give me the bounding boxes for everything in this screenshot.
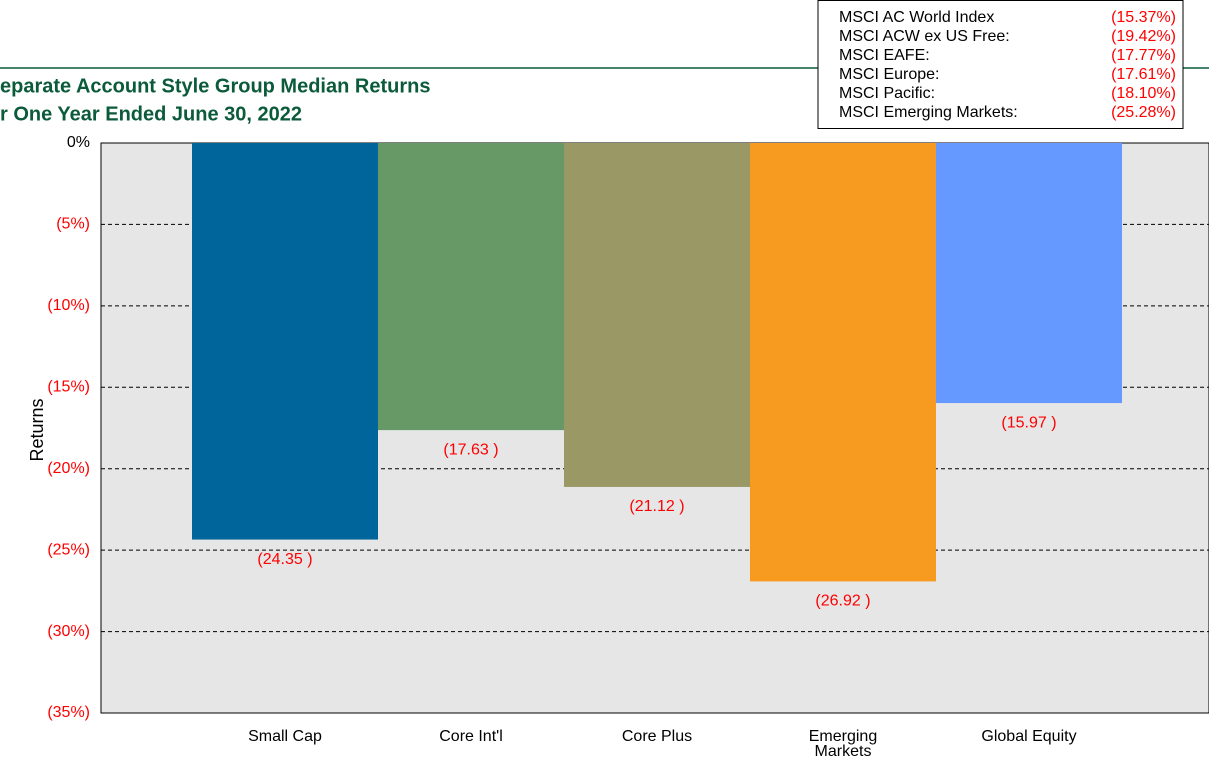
legend-name: MSCI ACW ex US Free: [839,28,1010,45]
y-tick-label: (25%) [47,541,90,558]
y-tick-label: (35%) [47,704,90,721]
legend-value: (17.61%) [1111,66,1176,83]
y-tick-label: 0% [67,134,90,151]
bar [936,143,1122,404]
bar [564,143,750,487]
x-tick-label: Emerging Markets [808,728,878,760]
x-tick-label: Global Equity [981,728,1077,745]
legend-name: MSCI EAFE: [839,47,930,64]
legend-value: (18.10%) [1111,85,1176,102]
legend-value: (15.37%) [1111,9,1176,26]
legend-name: MSCI Pacific: [839,85,935,102]
y-tick-label: (15%) [47,379,90,396]
legend-value: (19.42%) [1111,28,1176,45]
legend-value: (25.28%) [1111,104,1176,121]
value-label: (26.92 ) [815,593,870,610]
chart-subtitle: r One Year Ended June 30, 2022 [0,103,302,125]
legend-value: (17.77%) [1111,47,1176,64]
y-tick-label: (5%) [56,216,90,233]
y-axis-label: Returns [27,398,47,461]
y-tick-label: (10%) [47,297,90,314]
bar [750,143,936,582]
value-label: (17.63 ) [443,441,498,458]
y-tick-label: (30%) [47,623,90,640]
value-label: (21.12 ) [629,498,684,515]
legend-name: MSCI Emerging Markets: [839,104,1018,121]
bar [378,143,564,431]
bar [192,143,378,540]
legend-box [817,0,1184,129]
value-label: (15.97 ) [1001,414,1056,431]
legend-name: MSCI Europe: [839,66,939,83]
x-tick-label: Core Int'l [439,728,503,745]
legend-name: MSCI AC World Index [839,9,994,26]
y-tick-label: (20%) [47,460,90,477]
x-tick-label: Small Cap [248,728,322,745]
chart-title: eparate Account Style Group Median Retur… [0,75,430,97]
x-tick-label: Core Plus [621,728,693,745]
value-label: (24.35 ) [257,551,312,568]
